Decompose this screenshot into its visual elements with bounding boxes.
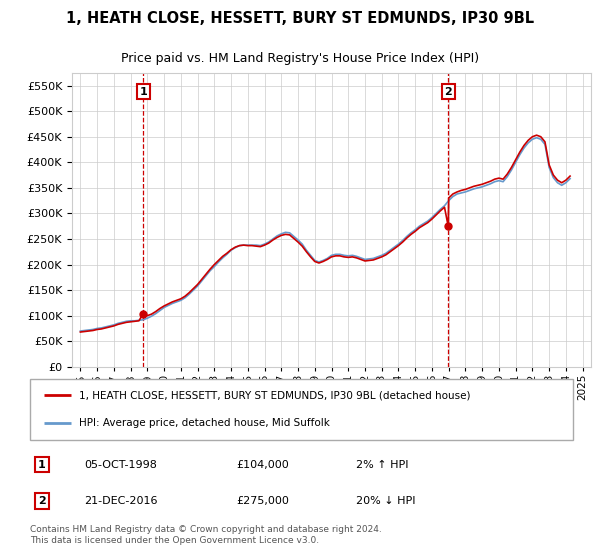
Text: £275,000: £275,000 (236, 496, 289, 506)
Text: 2: 2 (38, 496, 46, 506)
FancyBboxPatch shape (30, 379, 573, 440)
Text: 21-DEC-2016: 21-DEC-2016 (85, 496, 158, 506)
Text: HPI: Average price, detached house, Mid Suffolk: HPI: Average price, detached house, Mid … (79, 418, 330, 428)
Text: Contains HM Land Registry data © Crown copyright and database right 2024.
This d: Contains HM Land Registry data © Crown c… (30, 525, 382, 545)
Text: 05-OCT-1998: 05-OCT-1998 (85, 460, 157, 470)
Text: 1: 1 (139, 87, 147, 97)
Text: 20% ↓ HPI: 20% ↓ HPI (356, 496, 415, 506)
Text: £104,000: £104,000 (236, 460, 289, 470)
Text: 1, HEATH CLOSE, HESSETT, BURY ST EDMUNDS, IP30 9BL (detached house): 1, HEATH CLOSE, HESSETT, BURY ST EDMUNDS… (79, 390, 470, 400)
Text: 1: 1 (38, 460, 46, 470)
Text: 1, HEATH CLOSE, HESSETT, BURY ST EDMUNDS, IP30 9BL: 1, HEATH CLOSE, HESSETT, BURY ST EDMUNDS… (66, 11, 534, 26)
Text: 2: 2 (445, 87, 452, 97)
Text: 2% ↑ HPI: 2% ↑ HPI (356, 460, 409, 470)
Text: Price paid vs. HM Land Registry's House Price Index (HPI): Price paid vs. HM Land Registry's House … (121, 52, 479, 65)
